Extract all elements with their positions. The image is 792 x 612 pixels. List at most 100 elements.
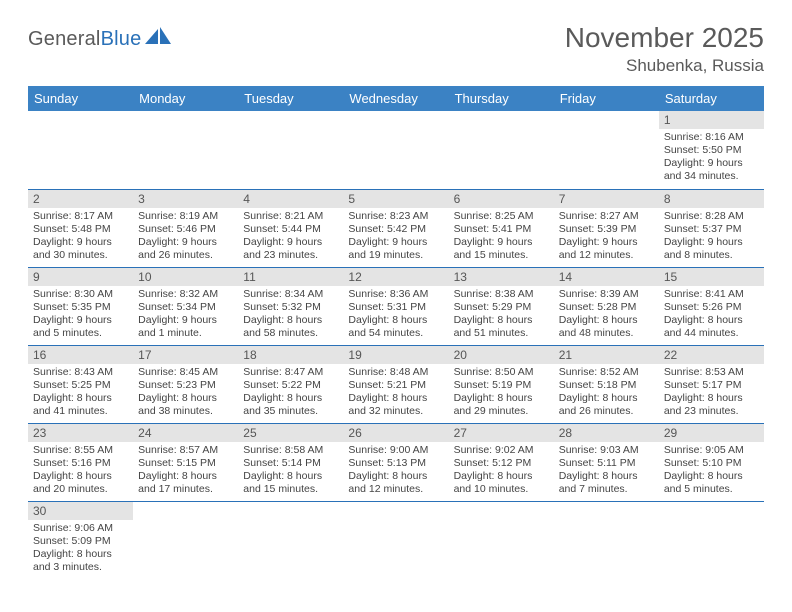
day-number: 8 [659,190,764,208]
day-info: Sunrise: 8:38 AMSunset: 5:29 PMDaylight:… [449,286,554,343]
day-number: 20 [449,346,554,364]
day-info: Sunrise: 9:06 AMSunset: 5:09 PMDaylight:… [28,520,133,577]
calendar-cell [133,501,238,579]
title-block: November 2025 Shubenka, Russia [565,22,764,76]
day-number: 1 [659,111,764,129]
day-info: Sunrise: 8:45 AMSunset: 5:23 PMDaylight:… [133,364,238,421]
day-number: 9 [28,268,133,286]
calendar-cell [554,111,659,189]
calendar-cell: 29Sunrise: 9:05 AMSunset: 5:10 PMDayligh… [659,423,764,501]
day-number: 10 [133,268,238,286]
calendar-cell: 21Sunrise: 8:52 AMSunset: 5:18 PMDayligh… [554,345,659,423]
calendar-table: SundayMondayTuesdayWednesdayThursdayFrid… [28,86,764,579]
calendar-cell: 16Sunrise: 8:43 AMSunset: 5:25 PMDayligh… [28,345,133,423]
weekday-header: Monday [133,86,238,111]
calendar-cell: 12Sunrise: 8:36 AMSunset: 5:31 PMDayligh… [343,267,448,345]
day-number: 2 [28,190,133,208]
day-number: 11 [238,268,343,286]
calendar-cell: 19Sunrise: 8:48 AMSunset: 5:21 PMDayligh… [343,345,448,423]
day-info: Sunrise: 8:43 AMSunset: 5:25 PMDaylight:… [28,364,133,421]
day-info: Sunrise: 8:36 AMSunset: 5:31 PMDaylight:… [343,286,448,343]
day-info: Sunrise: 8:50 AMSunset: 5:19 PMDaylight:… [449,364,554,421]
calendar-row: 30Sunrise: 9:06 AMSunset: 5:09 PMDayligh… [28,501,764,579]
calendar-cell [449,501,554,579]
header: GeneralBlue November 2025 Shubenka, Russ… [28,22,764,76]
day-info: Sunrise: 8:39 AMSunset: 5:28 PMDaylight:… [554,286,659,343]
weekday-header: Thursday [449,86,554,111]
calendar-cell [343,501,448,579]
day-number: 5 [343,190,448,208]
calendar-cell: 14Sunrise: 8:39 AMSunset: 5:28 PMDayligh… [554,267,659,345]
day-number: 15 [659,268,764,286]
calendar-row: 23Sunrise: 8:55 AMSunset: 5:16 PMDayligh… [28,423,764,501]
day-info: Sunrise: 8:16 AMSunset: 5:50 PMDaylight:… [659,129,764,186]
calendar-cell [28,111,133,189]
logo-word2: Blue [101,28,142,50]
day-info: Sunrise: 8:52 AMSunset: 5:18 PMDaylight:… [554,364,659,421]
day-number: 19 [343,346,448,364]
day-info: Sunrise: 9:00 AMSunset: 5:13 PMDaylight:… [343,442,448,499]
calendar-cell: 9Sunrise: 8:30 AMSunset: 5:35 PMDaylight… [28,267,133,345]
calendar-cell [133,111,238,189]
day-number: 29 [659,424,764,442]
day-number: 12 [343,268,448,286]
logo: GeneralBlue [28,28,171,51]
day-info: Sunrise: 8:17 AMSunset: 5:48 PMDaylight:… [28,208,133,265]
calendar-cell: 24Sunrise: 8:57 AMSunset: 5:15 PMDayligh… [133,423,238,501]
day-info: Sunrise: 8:34 AMSunset: 5:32 PMDaylight:… [238,286,343,343]
calendar-row: 2Sunrise: 8:17 AMSunset: 5:48 PMDaylight… [28,189,764,267]
calendar-cell [343,111,448,189]
weekday-header: Sunday [28,86,133,111]
calendar-cell: 25Sunrise: 8:58 AMSunset: 5:14 PMDayligh… [238,423,343,501]
day-info: Sunrise: 8:28 AMSunset: 5:37 PMDaylight:… [659,208,764,265]
day-number: 14 [554,268,659,286]
calendar-cell: 28Sunrise: 9:03 AMSunset: 5:11 PMDayligh… [554,423,659,501]
calendar-cell: 8Sunrise: 8:28 AMSunset: 5:37 PMDaylight… [659,189,764,267]
day-number: 21 [554,346,659,364]
weekday-header: Wednesday [343,86,448,111]
location: Shubenka, Russia [565,56,764,76]
day-info: Sunrise: 9:02 AMSunset: 5:12 PMDaylight:… [449,442,554,499]
day-number: 18 [238,346,343,364]
day-number: 24 [133,424,238,442]
calendar-cell: 15Sunrise: 8:41 AMSunset: 5:26 PMDayligh… [659,267,764,345]
day-number: 26 [343,424,448,442]
calendar-cell: 3Sunrise: 8:19 AMSunset: 5:46 PMDaylight… [133,189,238,267]
day-number: 23 [28,424,133,442]
day-number: 27 [449,424,554,442]
logo-text: GeneralBlue [28,28,141,51]
calendar-cell [449,111,554,189]
day-number: 28 [554,424,659,442]
day-number: 4 [238,190,343,208]
day-number: 13 [449,268,554,286]
day-info: Sunrise: 8:57 AMSunset: 5:15 PMDaylight:… [133,442,238,499]
weekday-header: Tuesday [238,86,343,111]
calendar-cell: 2Sunrise: 8:17 AMSunset: 5:48 PMDaylight… [28,189,133,267]
calendar-cell [659,501,764,579]
calendar-cell: 26Sunrise: 9:00 AMSunset: 5:13 PMDayligh… [343,423,448,501]
calendar-row: 9Sunrise: 8:30 AMSunset: 5:35 PMDaylight… [28,267,764,345]
day-number: 22 [659,346,764,364]
calendar-cell: 7Sunrise: 8:27 AMSunset: 5:39 PMDaylight… [554,189,659,267]
calendar-cell: 17Sunrise: 8:45 AMSunset: 5:23 PMDayligh… [133,345,238,423]
day-info: Sunrise: 8:32 AMSunset: 5:34 PMDaylight:… [133,286,238,343]
calendar-cell: 10Sunrise: 8:32 AMSunset: 5:34 PMDayligh… [133,267,238,345]
calendar-cell: 22Sunrise: 8:53 AMSunset: 5:17 PMDayligh… [659,345,764,423]
calendar-row: 16Sunrise: 8:43 AMSunset: 5:25 PMDayligh… [28,345,764,423]
calendar-cell: 13Sunrise: 8:38 AMSunset: 5:29 PMDayligh… [449,267,554,345]
calendar-cell: 18Sunrise: 8:47 AMSunset: 5:22 PMDayligh… [238,345,343,423]
day-number: 30 [28,502,133,520]
calendar-cell: 20Sunrise: 8:50 AMSunset: 5:19 PMDayligh… [449,345,554,423]
calendar-cell: 23Sunrise: 8:55 AMSunset: 5:16 PMDayligh… [28,423,133,501]
calendar-cell: 6Sunrise: 8:25 AMSunset: 5:41 PMDaylight… [449,189,554,267]
weekday-header-row: SundayMondayTuesdayWednesdayThursdayFrid… [28,86,764,111]
day-info: Sunrise: 8:47 AMSunset: 5:22 PMDaylight:… [238,364,343,421]
day-info: Sunrise: 8:21 AMSunset: 5:44 PMDaylight:… [238,208,343,265]
day-number: 17 [133,346,238,364]
calendar-cell: 1Sunrise: 8:16 AMSunset: 5:50 PMDaylight… [659,111,764,189]
month-title: November 2025 [565,22,764,54]
day-number: 7 [554,190,659,208]
calendar-cell: 4Sunrise: 8:21 AMSunset: 5:44 PMDaylight… [238,189,343,267]
day-info: Sunrise: 8:55 AMSunset: 5:16 PMDaylight:… [28,442,133,499]
weekday-header: Friday [554,86,659,111]
